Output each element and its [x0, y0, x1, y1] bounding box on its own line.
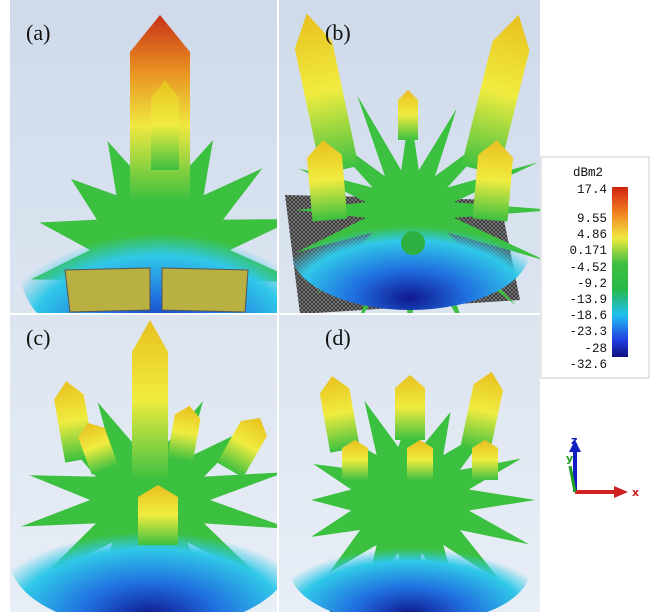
- colorbar-label: -13.9: [569, 293, 607, 307]
- colorbar-label: 9.55: [577, 212, 607, 226]
- lobe: [132, 320, 168, 480]
- colorbar-label: -18.6: [569, 309, 607, 323]
- lobe: [138, 485, 178, 545]
- lobe: [472, 440, 498, 480]
- panel-label: (d): [325, 325, 351, 350]
- panel-label: (b): [325, 20, 351, 45]
- colorbar-label: -23.3: [569, 325, 607, 339]
- panel-label: (c): [26, 325, 50, 350]
- lobe: [395, 375, 425, 440]
- lobe: [398, 90, 418, 140]
- axis-label: x: [632, 486, 639, 499]
- panel-label: (a): [26, 20, 50, 45]
- plate: [65, 268, 150, 312]
- plate: [162, 268, 248, 312]
- colorbar-label: 4.86: [577, 228, 607, 242]
- axis-label: y: [566, 452, 573, 465]
- colorbar-label: -4.52: [569, 261, 607, 275]
- colorbar-title: dBm2: [573, 166, 603, 180]
- colorbar: [612, 187, 628, 357]
- colorbar-label: 17.4: [577, 183, 607, 197]
- axis-label: z: [571, 434, 577, 447]
- lobe: [407, 440, 433, 480]
- figure: (a) (b) (c) (d) dBm2 17.4 9.55 4.86 0.171 -4…: [0, 0, 650, 612]
- colorbar-label: -28: [584, 342, 607, 356]
- colorbar-label: 0.171: [569, 244, 607, 258]
- colorbar-label: -9.2: [577, 277, 607, 291]
- axis-triad: z y x: [566, 434, 639, 499]
- lobe: [151, 80, 179, 170]
- blob: [401, 231, 425, 255]
- colorbar-label: -32.6: [569, 358, 607, 372]
- lobe: [342, 440, 368, 480]
